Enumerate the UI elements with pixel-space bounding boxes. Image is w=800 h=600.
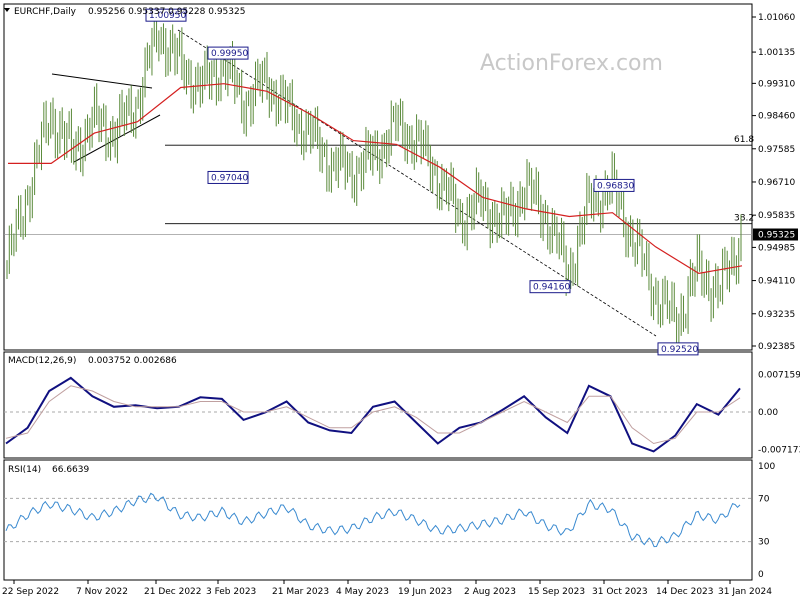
macd-indicator: 0.007159 0.00 -0.007173 [4, 370, 800, 456]
rsi-tick-label: 100 [758, 462, 775, 472]
price-annotation-label: 0.97040 [211, 173, 248, 183]
rsi-label: RSI(14) [8, 465, 41, 475]
time-tick-label: 2 Aug 2023 [464, 587, 516, 597]
price-tick-label: 1.01060 [758, 13, 795, 23]
time-tick-label: 21 Dec 2022 [144, 587, 202, 597]
time-tick-label: 22 Sep 2022 [2, 587, 59, 597]
price-annotation-label: 1.00950 [149, 11, 186, 21]
price-annotation-box [529, 280, 571, 294]
price-tick-label: 0.99310 [758, 79, 795, 89]
downtrend-line [177, 29, 657, 337]
macd-panel-frame [3, 351, 753, 459]
price-annotation-box [207, 170, 249, 184]
price-tick-label: 0.93235 [758, 310, 795, 320]
time-tick-label: 14 Dec 2023 [656, 587, 714, 597]
chart-symbol: EURCHF,Daily [14, 7, 77, 17]
macd-line [5, 376, 741, 453]
price-axis: 1.01060 1.00135 0.99310 0.98460 0.97585 0.967… [4, 13, 798, 352]
rsi-tick-label: 30 [758, 538, 770, 548]
macd-values: 0.003752 0.002686 [88, 356, 177, 366]
fib-level-label: 61.8 [734, 135, 754, 145]
price-tick-label: 0.94985 [758, 243, 795, 253]
price-annotation-label: 0.92520 [661, 345, 698, 355]
macd-signal-line [5, 385, 741, 445]
price-annotation-box [145, 8, 187, 22]
triangle-upper-line [51, 73, 153, 89]
price-panel-frame [3, 3, 753, 351]
price-annotation-label: 0.94160 [533, 283, 570, 293]
price-annotations: 1.00950 0.99950 0.97040 0.96830 0.94160 0.925… [145, 8, 699, 356]
price-annotation-box [657, 342, 699, 356]
price-annotation-label: 0.96830 [597, 181, 634, 191]
price-annotation-box [593, 178, 635, 192]
macd-tick-label: -0.007173 [758, 446, 800, 456]
header-arrow-icon [4, 8, 10, 12]
rsi-tick-label: 0 [758, 570, 764, 580]
time-tick-label: 3 Feb 2023 [206, 587, 256, 597]
price-tick-label: 0.94110 [758, 277, 795, 287]
price-tick-label: 0.95835 [758, 211, 795, 221]
ma-line [8, 83, 743, 275]
price-tick-label: 0.97585 [758, 145, 795, 155]
rsi-tick-label: 70 [758, 494, 770, 504]
rsi-value: 66.6639 [52, 465, 89, 475]
last-price-box [753, 228, 798, 241]
chart-ohlc: 0.95256 0.95337 0.95228 0.95325 [88, 7, 245, 17]
last-price-label: 0.95325 [758, 231, 795, 241]
rsi-panel-frame [3, 459, 753, 581]
time-tick-label: 7 Nov 2022 [76, 587, 128, 597]
price-tick-label: 0.98460 [758, 112, 795, 122]
time-tick-label: 4 May 2023 [336, 587, 389, 597]
time-tick-label: 15 Sep 2023 [528, 587, 585, 597]
time-tick-label: 19 Jun 2023 [398, 587, 452, 597]
price-annotation-label: 0.99950 [211, 49, 248, 59]
moving-average [8, 83, 743, 275]
macd-tick-label: 0.007159 [758, 370, 800, 380]
price-tick-label: 1.00135 [758, 48, 795, 58]
time-axis: 22 Sep 2022 7 Nov 2022 21 Dec 2022 3 Feb 20… [2, 580, 772, 597]
rsi-line [5, 492, 741, 548]
macd-tick-label: 0.00 [758, 408, 778, 418]
price-annotation-box [207, 46, 249, 60]
time-tick-label: 31 Jan 2024 [718, 587, 772, 597]
time-tick-label: 21 Mar 2023 [272, 587, 329, 597]
watermark: ActionForex.com [480, 51, 663, 76]
fib-level-label: 38.2 [734, 214, 754, 224]
rsi-indicator: 100 70 30 0 [4, 462, 775, 580]
price-tick-label: 0.96710 [758, 178, 795, 188]
macd-label: MACD(12,26,9) [8, 356, 76, 366]
time-tick-label: 31 Oct 2023 [592, 587, 648, 597]
price-tick-label: 0.92385 [758, 342, 795, 352]
